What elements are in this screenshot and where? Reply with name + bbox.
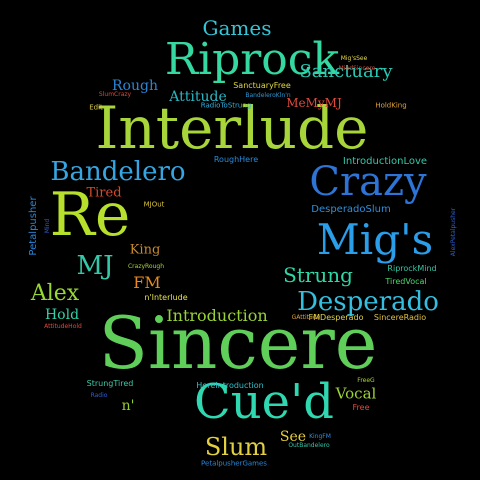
word-roughhere: RoughHere [213, 155, 259, 164]
word-tiredvocal: TiredVocal [385, 277, 427, 286]
word-slum: Slum [204, 433, 268, 461]
word-gattitude: GAttitude [291, 314, 321, 321]
word-bandelero: Bandelero [50, 157, 186, 187]
word-petalpusher: Petalpusher [28, 196, 39, 256]
word-see: See [279, 429, 307, 445]
word-cued: Cue'd [194, 374, 334, 430]
word-petalpushergames: PetalpusherGames [201, 459, 267, 468]
word-stringtired: StrungTired [86, 379, 134, 388]
word-fmdesperado: FMDesperado [308, 313, 364, 322]
word-vocal: Vocal [335, 384, 377, 403]
word-desperadoslum: DesperadoSlum [311, 204, 391, 215]
word-herintroduction: HereIntroduction [196, 381, 264, 390]
word-sanctuary: Sanctuary [299, 61, 393, 82]
word-alex: Alex [30, 281, 80, 306]
word-king: King [129, 242, 161, 258]
word-fm: FM [133, 273, 161, 292]
word-mj: MJ [76, 251, 114, 281]
word-mindsincere: MindSincere [338, 65, 376, 72]
word-crazyrough: CrazyRough [127, 263, 165, 270]
word-ninterlude: n'Interlude [144, 293, 188, 302]
word-riprockmind: RiprockMind [387, 264, 437, 273]
word-sincere: Sincere [98, 301, 378, 385]
word-games: Games [202, 16, 272, 40]
word-strung: Strung [283, 263, 353, 287]
word-introductionlove: IntroductionLove [342, 156, 428, 167]
word-edit: Edit [89, 103, 103, 112]
word-outbandelero: OutBandelero [288, 442, 330, 449]
word-mjout: MJOut [143, 200, 165, 209]
word-alexpetalpusher: AlexPetalpusher [450, 207, 457, 257]
word-radiotostrung: RadioToStrung [200, 101, 252, 110]
word-radio: Radio [90, 392, 108, 399]
word-n: n' [121, 398, 135, 414]
word-introduction: Introduction [166, 306, 268, 325]
word-interlude: Interlude [95, 94, 369, 162]
word-freeg: FreeG [357, 377, 375, 384]
word-tired: Tired [86, 185, 122, 201]
word-re: Re [49, 180, 131, 250]
word-migs: Mig's [316, 215, 434, 264]
word-holdking: HoldKing [375, 101, 407, 110]
word-hold: Hold [44, 307, 80, 323]
word-riprock: Riprock [164, 34, 340, 85]
word-attitudehold: AttitudeHold [44, 323, 82, 330]
word-rough: Rough [112, 78, 158, 94]
word-bandeleroklnn: BandeleroKln'n [245, 92, 291, 99]
word-sanctuaryfree: SanctuaryFree [233, 81, 291, 90]
word-attitude: Attitude [169, 89, 227, 105]
word-mememymj: MeMyMJ [286, 96, 342, 110]
word-migsee: Mig'sSee [340, 55, 368, 62]
word-kingfm: KingFM [309, 433, 331, 440]
word-mind: Mind [44, 218, 51, 234]
word-free: Free [352, 403, 370, 412]
word-crazy: Crazy [309, 159, 427, 205]
word-sincereradio: SincereRadio [373, 313, 427, 322]
word-desperado: Desperado [297, 287, 439, 317]
word-slumcrazy: SlumCrazy [98, 91, 132, 98]
